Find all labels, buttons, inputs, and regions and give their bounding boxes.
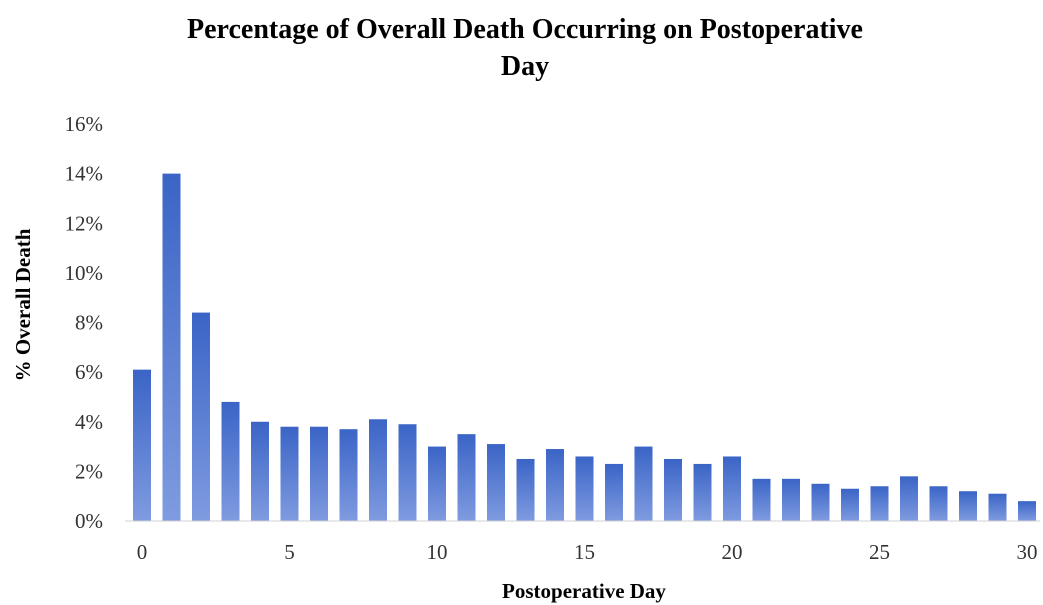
bar <box>516 458 535 521</box>
bar-series <box>133 173 1036 521</box>
bar <box>634 446 653 521</box>
bar <box>664 458 682 521</box>
bar <box>398 424 417 521</box>
bar <box>841 488 859 521</box>
y-tick-label: 12% <box>65 211 104 235</box>
bar <box>811 483 830 521</box>
x-tick-label: 10 <box>427 540 448 564</box>
x-axis-title: Postoperative Day <box>502 579 666 603</box>
y-axis-tick-labels: 0% 2% 4% 6% 8% 10% 12% 14% 16% <box>65 112 104 533</box>
x-tick-label: 5 <box>284 540 295 564</box>
chart-title-line-1: Percentage of Overall Death Occurring on… <box>187 14 863 45</box>
y-tick-label: 8% <box>75 311 103 335</box>
bar <box>221 401 240 521</box>
bar <box>870 486 889 521</box>
bar <box>575 456 594 521</box>
bar <box>929 486 948 521</box>
y-tick-label: 6% <box>75 360 103 384</box>
bar <box>133 369 151 521</box>
bar <box>310 426 328 521</box>
bar <box>369 419 387 521</box>
x-tick-label: 25 <box>869 540 890 564</box>
y-tick-label: 0% <box>75 509 103 533</box>
x-tick-label: 30 <box>1017 540 1038 564</box>
x-tick-label: 0 <box>137 540 148 564</box>
bar <box>959 491 977 521</box>
bar <box>605 463 623 521</box>
x-tick-label: 15 <box>574 540 595 564</box>
bar <box>339 429 358 521</box>
bar <box>457 434 476 521</box>
bar <box>1018 501 1036 521</box>
bar <box>162 173 181 521</box>
y-tick-label: 16% <box>65 112 104 136</box>
y-tick-label: 14% <box>65 162 104 186</box>
bar <box>900 476 918 521</box>
bar <box>487 444 505 521</box>
y-tick-label: 4% <box>75 410 103 434</box>
bar <box>693 463 712 521</box>
bar <box>280 426 299 521</box>
bar <box>192 312 210 521</box>
bar <box>988 493 1007 521</box>
bar <box>546 449 564 521</box>
y-tick-label: 10% <box>65 261 104 285</box>
x-axis-tick-labels: 0 5 10 15 20 25 30 <box>137 540 1038 564</box>
bar <box>723 456 741 521</box>
bar <box>428 446 446 521</box>
bar <box>782 478 800 521</box>
chart-title-line-2: Day <box>501 51 549 82</box>
bar <box>752 478 771 521</box>
y-axis-title: % Overall Death <box>11 228 35 381</box>
y-tick-label: 2% <box>75 459 103 483</box>
bar <box>251 421 269 521</box>
x-tick-label: 20 <box>722 540 743 564</box>
